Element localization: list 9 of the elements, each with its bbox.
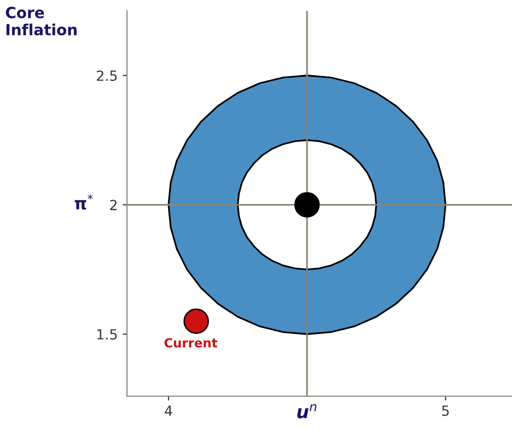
x-tick-label: 5 (442, 406, 449, 416)
y-tick-label: 2.5 (96, 70, 117, 81)
ref-line-label: π$^{*}$ (74, 194, 93, 210)
annotation: Current (164, 338, 218, 348)
y-tick-label: 2 (110, 200, 117, 210)
y-tick-label: 1.5 (97, 329, 117, 340)
ref-line-label: u$^{n}$ (297, 404, 316, 418)
x-tick-label: 4 (164, 406, 172, 416)
y-axis-title: Core Inflation (6, 6, 77, 36)
